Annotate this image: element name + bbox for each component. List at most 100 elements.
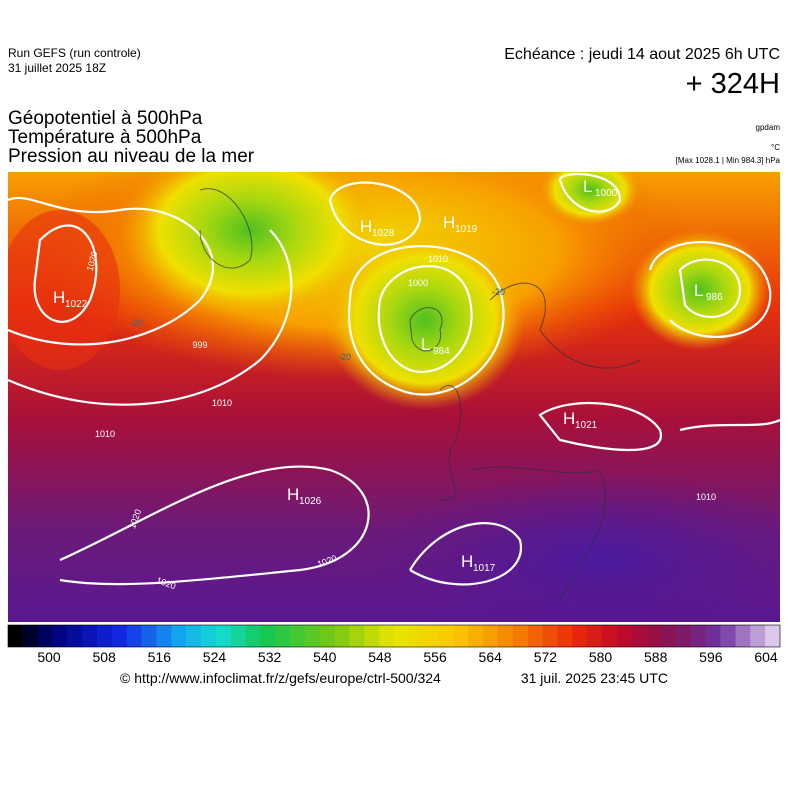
colorbar-swatch (379, 625, 395, 647)
temperature-label: -20 (130, 318, 143, 328)
colorbar-swatch (690, 625, 707, 647)
colorbar-label: 532 (258, 649, 282, 665)
isobar-label: 1010 (212, 398, 232, 408)
colorbar-label: 588 (644, 649, 668, 665)
colorbar-swatch (364, 625, 380, 647)
pressure-center-value: 1019 (455, 224, 478, 235)
colorbar-swatch (542, 625, 558, 647)
colorbar-swatch (186, 625, 202, 647)
colorbar-swatch (82, 625, 98, 647)
colorbar-swatch (572, 625, 588, 647)
colorbar-swatch (750, 625, 766, 647)
colorbar-label: 548 (368, 649, 392, 665)
colorbar-label: 524 (203, 649, 227, 665)
colorbar-swatch (394, 625, 410, 647)
colorbar-label: 500 (37, 649, 61, 665)
colorbar-swatch (349, 625, 365, 647)
colorbar-swatch (661, 625, 677, 647)
source-url: © http://www.infoclimat.fr/z/gefs/europe… (120, 670, 441, 686)
colorbar-swatch (290, 625, 306, 647)
colorbar-swatch (720, 625, 736, 647)
valid-time: Echéance : jeudi 14 aout 2025 6h UTC (504, 46, 780, 63)
footer: © http://www.infoclimat.fr/z/gefs/europe… (8, 670, 780, 686)
isobar-label: 1000 (408, 278, 428, 288)
colorbar-frame (7, 624, 781, 648)
pressure-center-kind: H (563, 409, 575, 428)
colorbar-swatch (245, 625, 261, 647)
colorbar-swatch (557, 625, 573, 647)
pressure-center-kind: L (694, 281, 703, 300)
colorbar-swatch (735, 625, 751, 647)
colorbar-swatch (334, 625, 350, 647)
generated-time: 31 juil. 2025 23:45 UTC (520, 670, 668, 686)
pressure-center-value: 984 (433, 346, 450, 357)
colorbar-label: 508 (92, 649, 116, 665)
field: Géopotentiel à 500hPa (8, 108, 203, 129)
pressure-center-kind: H (287, 485, 299, 504)
pressure-center-kind: H (461, 552, 473, 571)
colorbar-swatch (8, 625, 24, 647)
pressure-center-kind: H (443, 213, 455, 232)
colorbar-swatch (765, 625, 781, 647)
colorbar-swatch (453, 625, 469, 647)
colorbar-swatch (705, 625, 721, 647)
colorbar-label: 556 (423, 649, 447, 665)
colorbar-label: 580 (589, 649, 613, 665)
colorbar-swatch (423, 625, 439, 647)
colorbar-swatch (468, 625, 484, 647)
field: Pression au niveau de la mer (8, 146, 255, 167)
unit: [Max 1028.1 | Min 984.3] hPa (675, 156, 780, 165)
colorbar-swatch (483, 625, 499, 647)
isobar-label: 1010 (696, 492, 716, 502)
pressure-center-kind: L (583, 177, 592, 196)
colorbar-label: 516 (148, 649, 172, 665)
colorbar-swatch (215, 625, 231, 647)
lead-time: + 324H (685, 68, 780, 100)
pressure-center-kind: L (421, 335, 430, 354)
colorbar-swatch (141, 625, 157, 647)
colorbar-swatch (601, 625, 617, 647)
colorbar-swatch (527, 625, 543, 647)
pressure-center-value: 1026 (299, 496, 322, 507)
colorbar-swatch (201, 625, 217, 647)
pressure-center-value: 1017 (473, 563, 496, 574)
pressure-center-value: 986 (706, 292, 723, 303)
colorbar-swatch (319, 625, 335, 647)
colorbar-swatch (22, 625, 38, 647)
colorbar-swatch (37, 625, 53, 647)
colorbar-label: 604 (754, 649, 778, 665)
pressure-center-kind: H (53, 288, 65, 307)
unit: gpdam (755, 123, 780, 132)
isobar-label: 1010 (95, 429, 115, 439)
pressure-center-value: 1022 (65, 299, 88, 310)
colorbar-swatch (156, 625, 172, 647)
pressure-center-value: 1000 (595, 188, 618, 199)
colorbar-swatch (616, 625, 632, 647)
colorbar-swatch (97, 625, 113, 647)
pressure-center-value: 1028 (372, 228, 395, 239)
run-name: Run GEFS (run controle) (8, 46, 141, 60)
colorbar-swatch (260, 625, 276, 647)
colorbar-swatch (126, 625, 142, 647)
pressure-center-value: 1021 (575, 420, 598, 431)
colorbar-swatch (587, 625, 603, 647)
colorbar-swatch (497, 625, 514, 647)
colorbar-swatch (230, 625, 246, 647)
unit: °C (771, 143, 780, 152)
colorbar-swatch (631, 625, 647, 647)
colorbar-swatch (111, 625, 128, 647)
colorbar-label: 540 (313, 649, 337, 665)
temperature-label: -20 (492, 287, 505, 297)
field: Température à 500hPa (8, 127, 202, 148)
colorbar-swatch (304, 625, 321, 647)
colorbar-swatch (408, 625, 424, 647)
colorbar-label: 572 (534, 649, 558, 665)
colorbar-swatch (171, 625, 187, 647)
isobar-label: 1010 (428, 254, 448, 264)
colorbar-swatch (438, 625, 454, 647)
temperature-label: -20 (338, 352, 351, 362)
colorbar-label: 596 (699, 649, 723, 665)
